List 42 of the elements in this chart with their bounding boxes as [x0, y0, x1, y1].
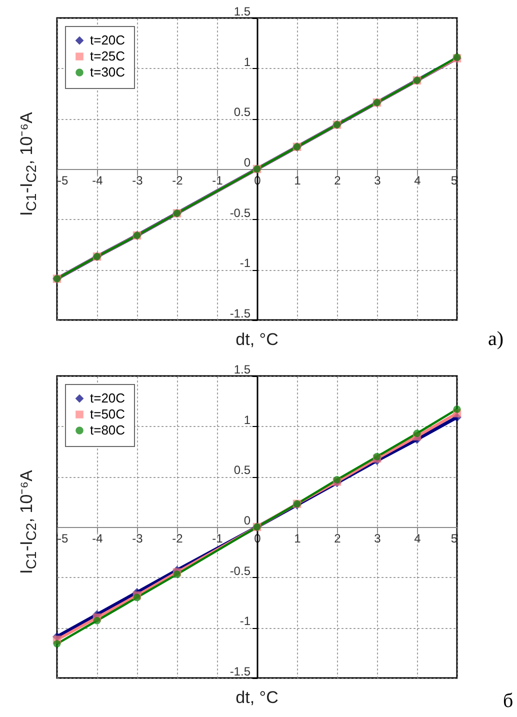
legend-label: t=80C: [90, 422, 126, 438]
text: б: [503, 690, 514, 713]
x-tick-label: 4: [414, 532, 422, 546]
x-tick-label: -1: [212, 532, 224, 546]
y-tick-label: -0.5: [230, 206, 251, 220]
text: a): [488, 328, 504, 351]
x-tick-label: -4: [92, 532, 104, 546]
x-tick-label: 4: [414, 174, 422, 188]
y-tick-label: 0: [244, 156, 251, 170]
y-tick-label: 1.5: [234, 362, 251, 376]
x-axis-title: dt, °C: [236, 688, 278, 708]
x-tick-label: -2: [172, 532, 184, 546]
x-tick-label: 3: [374, 174, 382, 188]
x-tick-label: -2: [172, 174, 184, 188]
x-axis-title: dt, °C: [236, 330, 278, 350]
x-tick-label: 2: [334, 174, 342, 188]
legend-label: t=50C: [90, 406, 126, 422]
legend-label: t=20C: [90, 390, 126, 406]
legend-label: t=25C: [90, 48, 126, 64]
y-tick-label: 1: [244, 54, 251, 69]
y-tick-label: 1.5: [234, 4, 251, 18]
x-tick-label: -5: [58, 174, 68, 188]
x-tick-label: -3: [132, 174, 144, 188]
y-tick-label: -1: [240, 256, 251, 270]
y-tick-label: 0: [244, 514, 251, 528]
y-tick-label: 0.5: [234, 105, 251, 120]
y-tick-label: -1.5: [230, 664, 251, 678]
x-tick-label: 2: [334, 532, 342, 546]
x-tick-label: 3: [374, 532, 382, 546]
y-tick-label: -0.5: [230, 564, 251, 578]
y-tick-label: -1: [240, 614, 251, 628]
x-tick-label: -1: [212, 174, 224, 188]
legend-label: t=30C: [90, 64, 126, 80]
y-tick-label: 0.5: [234, 463, 251, 478]
y-tick-label: 1: [244, 412, 251, 427]
x-tick-label: 1: [294, 532, 302, 546]
x-tick-label: 1: [294, 174, 302, 188]
legend-label: t=20C: [90, 32, 126, 48]
x-tick-label: -3: [132, 532, 144, 546]
y-tick-label: -1.5: [230, 306, 251, 320]
x-tick-label: -5: [58, 532, 68, 546]
x-tick-label: -4: [92, 174, 104, 188]
